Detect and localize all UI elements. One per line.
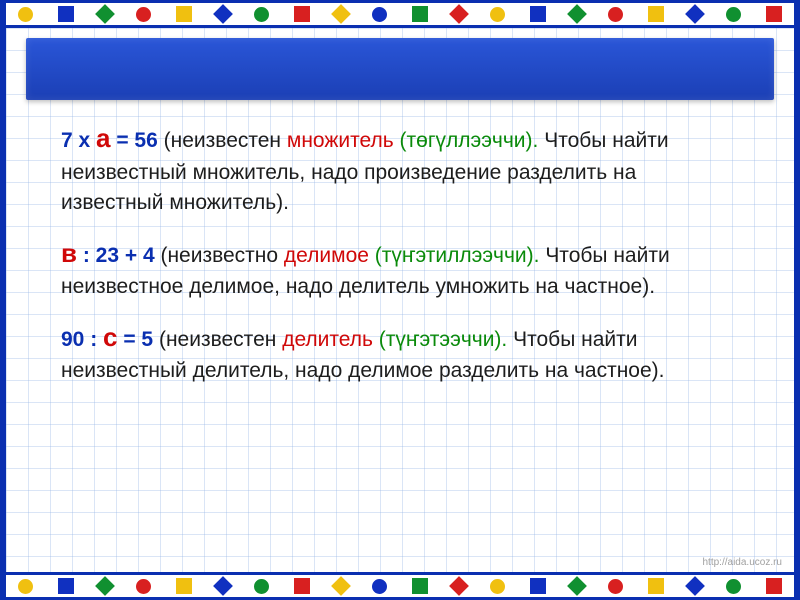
border-shape xyxy=(412,578,428,594)
bottom-border xyxy=(6,572,794,600)
border-shape xyxy=(18,579,33,594)
border-shape xyxy=(608,7,623,22)
border-shape xyxy=(726,579,741,594)
border-shape xyxy=(176,6,192,22)
equation-suffix: = 5 xyxy=(118,328,159,351)
border-shape xyxy=(18,7,33,22)
border-shape xyxy=(685,576,705,596)
slide-frame: 7 х а = 56 (неизвестен множитель (төгүлл… xyxy=(0,0,800,600)
text-block: 7 х а = 56 (неизвестен множитель (төгүлл… xyxy=(61,120,739,566)
border-shape xyxy=(567,576,587,596)
border-shape xyxy=(136,579,151,594)
border-shape xyxy=(58,6,74,22)
rule-open: (неизвестно xyxy=(160,244,283,267)
equation-suffix: = 56 xyxy=(111,129,164,152)
border-shape xyxy=(213,4,233,24)
equation-suffix: : 23 + 4 xyxy=(77,244,160,267)
title-banner xyxy=(26,38,774,100)
border-shape xyxy=(95,576,115,596)
rule-2: в : 23 + 4 (неизвестно делимое (түҥэтилл… xyxy=(61,235,739,303)
border-shape xyxy=(490,579,505,594)
rule-1: 7 х а = 56 (неизвестен множитель (төгүлл… xyxy=(61,120,739,219)
border-shape xyxy=(726,7,741,22)
border-shape xyxy=(685,4,705,24)
equation-prefix: 7 х xyxy=(61,129,96,152)
border-shape xyxy=(490,7,505,22)
border-shape xyxy=(176,578,192,594)
border-shape xyxy=(530,578,546,594)
rule-3: 90 : с = 5 (неизвестен делитель (түҥэтээ… xyxy=(61,319,739,387)
rule-translation: (төгүллээччи). xyxy=(394,129,545,152)
border-shape xyxy=(648,6,664,22)
border-shape xyxy=(294,6,310,22)
border-shape xyxy=(449,576,469,596)
border-shape xyxy=(136,7,151,22)
top-border xyxy=(6,0,794,28)
watermark: http://aida.ucoz.ru xyxy=(703,557,783,568)
border-shape xyxy=(58,578,74,594)
content-area: 7 х а = 56 (неизвестен множитель (төгүлл… xyxy=(6,28,794,572)
equation-variable: с xyxy=(103,322,117,352)
rule-translation: (түҥэтээччи). xyxy=(373,328,513,351)
border-shape xyxy=(213,576,233,596)
border-shape xyxy=(294,578,310,594)
rule-term: делитель xyxy=(282,328,373,351)
rule-translation: (түҥэтиллээччи). xyxy=(369,244,545,267)
border-shape xyxy=(254,579,269,594)
border-shape xyxy=(254,7,269,22)
border-shape xyxy=(608,579,623,594)
equation-variable: в xyxy=(61,238,77,268)
border-shape xyxy=(372,7,387,22)
equation-variable: а xyxy=(96,123,110,153)
rule-open: (неизвестен xyxy=(159,328,282,351)
border-shape xyxy=(412,6,428,22)
border-shape xyxy=(331,4,351,24)
border-shape xyxy=(530,6,546,22)
border-shape xyxy=(648,578,664,594)
rule-term: множитель xyxy=(287,129,394,152)
rule-open: (неизвестен xyxy=(164,129,287,152)
border-shape xyxy=(449,4,469,24)
border-shape xyxy=(766,6,782,22)
rule-term: делимое xyxy=(284,244,369,267)
right-border xyxy=(794,0,800,600)
equation-prefix: 90 : xyxy=(61,328,103,351)
border-shape xyxy=(95,4,115,24)
border-shape xyxy=(567,4,587,24)
border-shape xyxy=(372,579,387,594)
border-shape xyxy=(766,578,782,594)
border-shape xyxy=(331,576,351,596)
